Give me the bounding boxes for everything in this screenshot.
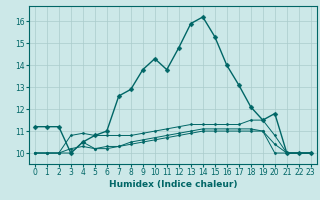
X-axis label: Humidex (Indice chaleur): Humidex (Indice chaleur) (108, 180, 237, 189)
